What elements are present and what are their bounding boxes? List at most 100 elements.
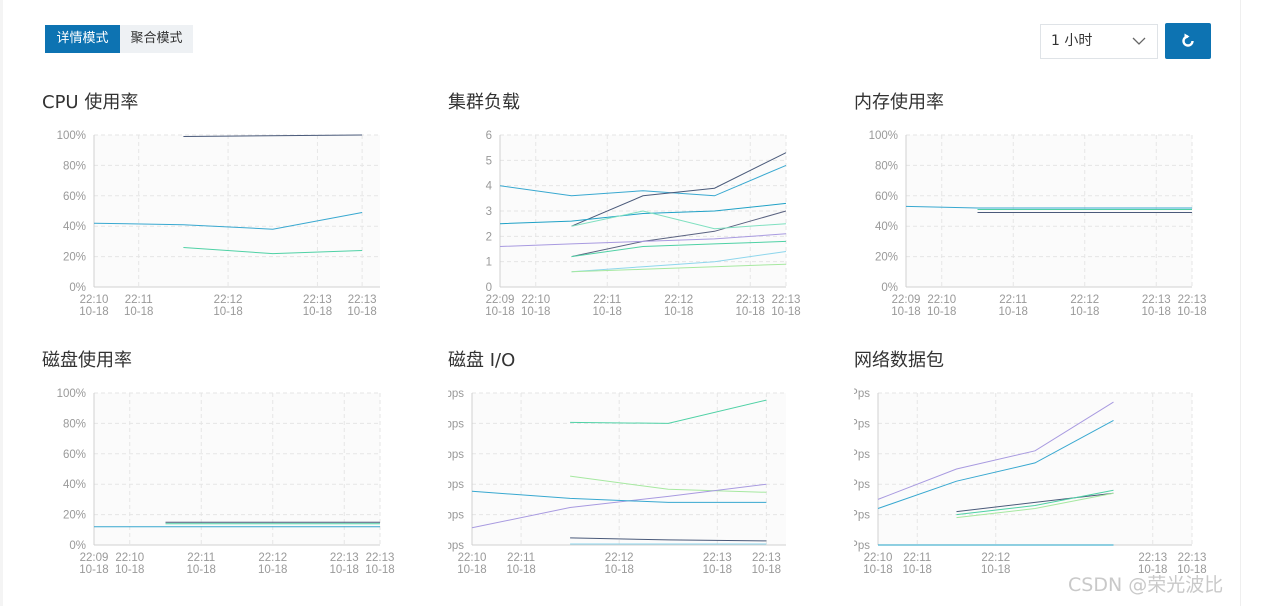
y-tick-label: 40 Pps	[854, 418, 870, 430]
x-tick-time: 22:12	[1070, 294, 1099, 306]
disk-io-chart: 0 Kbps 30 Kbps 60 Kbps 90 Kbps 120 Kbps 150 K…	[448, 388, 786, 576]
x-tick-date: 10-18	[213, 306, 242, 318]
series-line-1	[905, 205, 1192, 209]
x-tick-time: 22:13	[752, 552, 781, 564]
series-line-3	[956, 492, 1114, 513]
x-tick-time: 22:11	[903, 552, 931, 564]
x-tick-time: 22:10	[80, 294, 109, 306]
x-tick-time: 22:13	[303, 294, 332, 306]
page-right-border	[1240, 0, 1241, 606]
series-line-7	[571, 240, 787, 258]
x-tick-date: 10-18	[457, 564, 486, 576]
series-line-9	[571, 263, 787, 273]
y-tick-label: 0 Kbps	[448, 540, 464, 552]
y-tick-label: 60%	[63, 449, 86, 461]
cpu-chart: 0%20%40%60%80%100%22:1010-1822:1110-1822…	[57, 130, 380, 318]
plot-background	[878, 393, 1192, 545]
plot-background	[472, 393, 786, 545]
panel-network: 网络数据包 0 Pps 10 Pps 20 Pps 30 Pps 40 Pps 50 Pp…	[854, 346, 1234, 586]
panel-disk: 磁盘使用率 0% 20% 40% 60% 80% 100% 22:09 10-18 22:10 1…	[42, 346, 422, 586]
y-tick-label: 1	[486, 257, 492, 269]
x-tick-time: 22:11	[507, 552, 535, 564]
x-tick-date: 10-18	[604, 564, 633, 576]
x-tick-time: 22:09	[892, 294, 921, 306]
y-tick-label: 60%	[63, 191, 86, 203]
panel-cluster-load: 集群负载 0 1 2 3 4 5 6 22:09 10-18 22:10 10-18 22:11 10-…	[448, 88, 828, 328]
page-left-border	[0, 0, 3, 606]
x-tick-date: 10-18	[1070, 306, 1099, 318]
y-tick-label: 80%	[63, 160, 86, 172]
y-tick-label: 80%	[875, 160, 898, 172]
view-mode-toggle: 详情模式 聚合模式	[45, 25, 193, 53]
series-line-5	[570, 537, 767, 542]
x-tick-time: 22:11	[999, 294, 1027, 306]
x-tick-date: 10-18	[506, 564, 535, 576]
refresh-button[interactable]	[1165, 23, 1211, 59]
disk-chart: 0%20%40%60%80%100%22:0910-1822:1010-1822…	[57, 388, 395, 576]
x-tick-date: 10-18	[1138, 564, 1167, 576]
y-tick-label: 30 Kbps	[448, 510, 464, 522]
panel-cpu: CPU 使用率 0% 20% 40% 60% 80% 100% 22:10 10-18 22:1…	[42, 88, 422, 328]
x-tick-time: 22:13	[366, 552, 395, 564]
x-tick-time: 22:11	[593, 294, 621, 306]
y-tick-label: 0 Pps	[854, 540, 870, 552]
series-line-2	[570, 475, 767, 493]
x-tick-time: 22:11	[187, 552, 215, 564]
panel-title: 磁盘使用率	[42, 350, 132, 371]
x-tick-time: 22:13	[330, 552, 359, 564]
y-tick-label: 6	[486, 130, 492, 142]
x-tick-time: 22:13	[348, 294, 377, 306]
y-tick-label: 100%	[57, 130, 86, 142]
x-tick-time: 22:09	[486, 294, 515, 306]
series-line-5	[571, 210, 787, 230]
series-line-4	[956, 489, 1114, 516]
x-tick-date: 10-18	[303, 306, 332, 318]
network-chart: 0 Pps 10 Pps 20 Pps 30 Pps 40 Pps 50 Pps 22:10…	[854, 388, 1207, 576]
series-line-1	[877, 401, 1114, 500]
x-tick-date: 10-18	[703, 564, 732, 576]
y-tick-label: 100%	[57, 388, 86, 400]
x-tick-date: 10-18	[1177, 306, 1206, 318]
series-line-4	[571, 210, 787, 258]
y-tick-label: 20 Pps	[854, 479, 870, 491]
memory-chart: 0%20%40%60%80%100%22:0910-1822:1010-1822…	[869, 130, 1207, 318]
x-tick-date: 10-18	[664, 306, 693, 318]
x-tick-time: 22:13	[1138, 552, 1167, 564]
series-line-1	[499, 164, 787, 197]
x-tick-time: 22:13	[703, 552, 732, 564]
x-tick-time: 22:09	[80, 552, 109, 564]
x-tick-time: 22:13	[736, 294, 765, 306]
y-tick-label: 150 Kbps	[448, 388, 464, 400]
x-tick-time: 22:12	[258, 552, 287, 564]
y-tick-label: 40%	[63, 479, 86, 491]
y-tick-label: 20%	[63, 510, 86, 522]
y-tick-label: 60%	[875, 191, 898, 203]
x-tick-time: 22:10	[115, 552, 144, 564]
x-tick-date: 10-18	[863, 564, 892, 576]
watermark: CSDN @荣光波比	[1068, 574, 1224, 596]
x-tick-time: 22:13	[772, 294, 801, 306]
x-tick-date: 10-18	[891, 306, 920, 318]
x-tick-date: 10-18	[124, 306, 153, 318]
y-tick-label: 60 Kbps	[448, 479, 464, 491]
series-line-3	[499, 202, 787, 225]
cluster-load-chart: 012345622:0910-1822:1010-1822:1110-1822:…	[485, 130, 801, 318]
series-line-5	[956, 492, 1114, 519]
x-tick-time: 22:11	[125, 294, 153, 306]
x-tick-date: 10-18	[1177, 564, 1206, 576]
y-tick-label: 0%	[69, 540, 86, 552]
y-tick-label: 120 Kbps	[448, 418, 464, 430]
x-tick-date: 10-18	[736, 306, 765, 318]
detail-mode-button[interactable]: 详情模式	[45, 25, 120, 53]
time-range-select[interactable]: 1 小时	[1040, 24, 1158, 59]
y-tick-label: 90 Kbps	[448, 449, 464, 461]
x-tick-date: 10-18	[347, 306, 376, 318]
y-tick-label: 20%	[875, 252, 898, 264]
series-line-4	[471, 490, 767, 503]
series-line-6	[499, 233, 787, 247]
y-tick-label: 4	[486, 181, 493, 193]
aggregate-mode-button[interactable]: 聚合模式	[120, 25, 193, 53]
x-tick-date: 10-18	[981, 564, 1010, 576]
x-tick-date: 10-18	[485, 306, 514, 318]
x-tick-date: 10-18	[258, 564, 287, 576]
